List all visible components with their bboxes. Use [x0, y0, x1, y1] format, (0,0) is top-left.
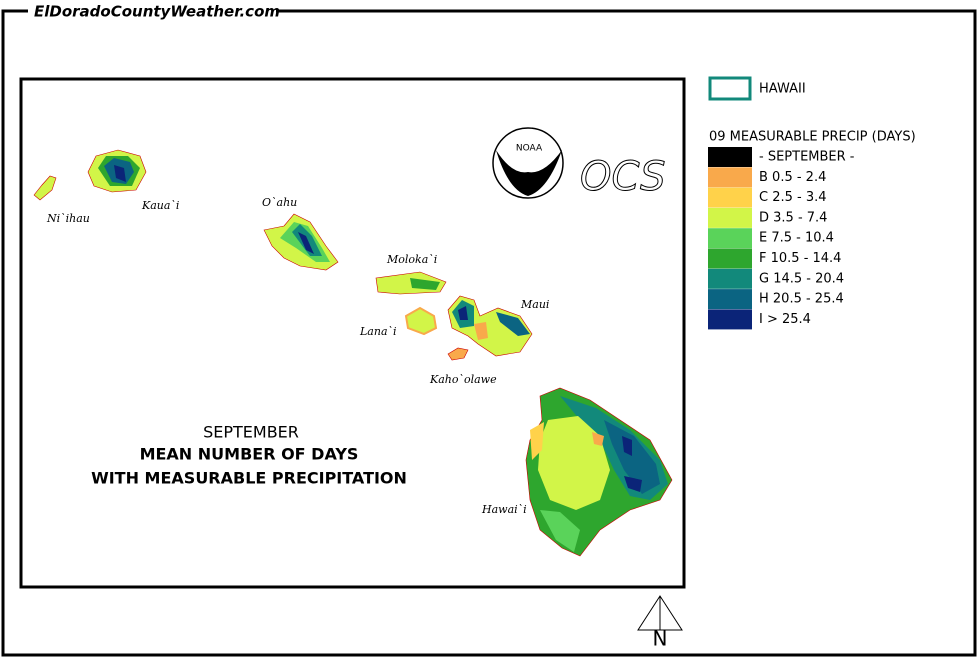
north-arrow: N: [637, 595, 683, 651]
zone: [298, 232, 314, 254]
island-niihau: [33, 175, 57, 201]
legend-region: HAWAII: [759, 82, 806, 97]
islands: [33, 149, 673, 557]
legend-swatch: [708, 289, 752, 310]
island-label: Hawai`i: [481, 503, 527, 516]
map-title: WITH MEASURABLE PRECIPITATION: [91, 469, 407, 488]
zone: [622, 436, 642, 492]
site-backdrop: [28, 2, 276, 22]
island-label: Lana`i: [359, 325, 397, 338]
logo-bird: [496, 150, 562, 196]
agency-text: OCS: [580, 154, 666, 200]
zone: [538, 416, 610, 510]
legend-swatch: [708, 207, 752, 228]
legend-label: F 10.5 - 14.4: [759, 251, 841, 266]
legend-label: - SEPTEMBER -: [759, 150, 855, 165]
outer-frame: [1, 9, 977, 657]
legend-label: D 3.5 - 7.4: [759, 210, 827, 225]
zone: [458, 306, 468, 320]
legend: - SEPTEMBER - B 0.5 - 2.4 C 2.5 - 3.4 D 3.5…: [708, 147, 855, 330]
island-lanai: [404, 306, 438, 336]
legend-label: I > 25.4: [759, 312, 811, 327]
legend-title: 09 MEASURABLE PRECIP (DAYS): [709, 130, 916, 145]
legend-swatch: [708, 248, 752, 269]
legend-swatch: [708, 167, 752, 188]
island-label: Maui: [520, 298, 549, 311]
legend-swatch: [708, 228, 752, 249]
island-label: O`ahu: [262, 196, 297, 209]
legend-swatch: [708, 268, 752, 289]
island-kahoolawe: [447, 347, 469, 361]
legend-swatch: [708, 187, 752, 208]
island-label: Kaho`olawe: [429, 373, 497, 386]
logo-text: NOAA: [516, 144, 543, 154]
island-label: Ni`ihau: [46, 212, 90, 225]
legend-swatch: [708, 147, 752, 167]
legend-label: H 20.5 - 25.4: [759, 292, 844, 307]
legend-label: B 0.5 - 2.4: [759, 170, 826, 185]
zone: [114, 165, 126, 182]
zone: [410, 278, 440, 290]
zone: [496, 312, 530, 336]
map-title: SEPTEMBER: [203, 423, 299, 442]
legend-label: G 14.5 - 20.4: [759, 271, 844, 286]
island-label: Moloka`i: [386, 253, 437, 266]
north-label: N: [653, 627, 668, 651]
zone: [530, 422, 544, 460]
legend-label: E 7.5 - 10.4: [759, 231, 834, 246]
zone: [604, 420, 660, 494]
island-label: Kaua`i: [141, 199, 179, 212]
zone: [474, 322, 488, 340]
region-swatch: [708, 76, 752, 101]
legend-swatch: [708, 309, 752, 330]
legend-label: C 2.5 - 3.4: [759, 190, 827, 205]
site-name: ElDoradoCountyWeather.com: [34, 3, 280, 21]
zone: [540, 510, 580, 552]
map-title: MEAN NUMBER OF DAYS: [140, 445, 359, 464]
noaa-logo: NOAA: [492, 127, 564, 199]
zone: [592, 432, 604, 446]
